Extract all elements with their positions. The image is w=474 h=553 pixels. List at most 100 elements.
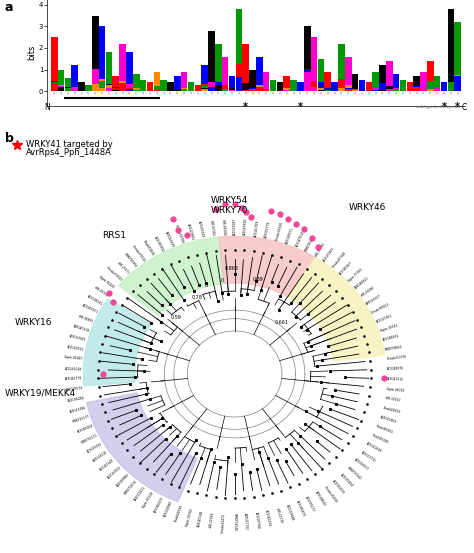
Text: AT1G60626: AT1G60626 <box>107 466 122 480</box>
Bar <box>413 86 420 87</box>
Text: AT5G88962: AT5G88962 <box>382 334 400 342</box>
Bar <box>119 82 126 83</box>
Bar <box>85 85 91 91</box>
Bar <box>133 90 139 91</box>
Text: AT2G60036: AT2G60036 <box>331 479 346 495</box>
Text: Bradil18436: Bradil18436 <box>142 239 155 257</box>
Bar <box>194 85 201 91</box>
Bar <box>58 70 64 85</box>
Text: Bradil43185: Bradil43185 <box>371 433 389 445</box>
Bar <box>256 85 263 87</box>
Bar <box>365 82 372 91</box>
Bar <box>373 87 379 91</box>
Text: AT3G39330: AT3G39330 <box>243 218 248 236</box>
Bar <box>318 59 324 82</box>
Bar <box>174 87 181 90</box>
Text: AT1G69132: AT1G69132 <box>67 345 85 352</box>
Bar <box>106 85 112 88</box>
Bar <box>92 69 99 84</box>
Bar <box>304 27 310 69</box>
Bar <box>290 80 297 91</box>
Text: WRKY74546: WRKY74546 <box>233 513 237 531</box>
Bar <box>72 87 78 91</box>
Bar <box>126 53 133 84</box>
Bar <box>119 83 126 91</box>
Text: AT5G82609: AT5G82609 <box>153 495 165 513</box>
Bar <box>256 87 263 91</box>
Bar <box>201 84 208 86</box>
Wedge shape <box>219 236 315 297</box>
Wedge shape <box>87 393 197 502</box>
Text: 0.863: 0.863 <box>224 266 238 271</box>
Text: Cerubv57378: Cerubv57378 <box>386 356 407 362</box>
Bar <box>106 84 112 85</box>
Bar <box>229 88 235 90</box>
Bar <box>58 86 64 87</box>
Text: AT1G83367: AT1G83367 <box>339 260 354 275</box>
Text: AT1G39335: AT1G39335 <box>86 442 103 454</box>
Bar <box>283 90 290 91</box>
Text: WRKY16: WRKY16 <box>14 318 52 327</box>
Bar <box>112 88 119 91</box>
Bar <box>51 82 57 84</box>
Bar <box>256 56 263 85</box>
Bar <box>215 85 222 91</box>
Bar <box>455 83 461 91</box>
Bar <box>249 90 256 91</box>
Bar <box>311 37 318 75</box>
Text: n88-21578: n88-21578 <box>275 507 283 524</box>
Bar <box>270 80 276 91</box>
Text: AT4G26439: AT4G26439 <box>164 231 174 248</box>
Bar <box>304 72 310 91</box>
Bar <box>318 82 324 88</box>
Bar <box>236 87 242 91</box>
Bar <box>420 87 427 91</box>
Bar <box>386 86 392 88</box>
Text: AT1G86870: AT1G86870 <box>387 367 404 371</box>
Bar <box>359 80 365 91</box>
Bar <box>379 65 386 82</box>
Bar <box>352 90 358 91</box>
Text: 0.89: 0.89 <box>253 276 264 281</box>
Bar <box>311 81 318 87</box>
Bar <box>434 88 440 90</box>
Text: *: * <box>243 102 248 112</box>
Text: AT4G35803: AT4G35803 <box>379 415 397 424</box>
Bar <box>154 72 160 86</box>
Bar <box>311 87 318 91</box>
Bar <box>215 82 222 85</box>
Bar <box>393 74 400 88</box>
Text: weblogo.berkeley.edu: weblogo.berkeley.edu <box>416 105 461 109</box>
Bar <box>393 88 400 90</box>
Text: AT4G27496: AT4G27496 <box>69 406 87 414</box>
Text: 0: 0 <box>205 283 208 288</box>
Bar <box>58 85 64 86</box>
Text: b: b <box>5 132 14 145</box>
Bar <box>249 88 256 90</box>
Text: WRKY41 targeted by: WRKY41 targeted by <box>26 140 113 149</box>
Bar <box>400 80 406 91</box>
Text: WRKY19/MEKK4: WRKY19/MEKK4 <box>5 389 76 398</box>
Wedge shape <box>118 237 224 316</box>
Bar <box>304 69 310 72</box>
Text: AT2G94041: AT2G94041 <box>86 294 103 306</box>
Text: C: C <box>462 103 467 112</box>
Text: RRS1: RRS1 <box>102 232 126 241</box>
Bar <box>413 87 420 90</box>
Bar <box>338 44 345 79</box>
Text: AT2G96284: AT2G96284 <box>67 396 85 403</box>
Bar <box>167 82 174 91</box>
Bar <box>181 72 187 88</box>
Bar <box>386 61 392 86</box>
Bar <box>126 84 133 87</box>
Bar <box>427 81 434 89</box>
Bar <box>78 82 85 91</box>
Bar <box>119 44 126 81</box>
Text: Capre.77997: Capre.77997 <box>347 267 364 283</box>
Bar <box>201 65 208 84</box>
Text: AT2G97671: AT2G97671 <box>285 227 295 244</box>
Bar <box>242 83 249 90</box>
Text: n88-21589: n88-21589 <box>209 512 215 528</box>
Text: AT3G59925: AT3G59925 <box>69 334 87 342</box>
Bar <box>345 85 352 88</box>
